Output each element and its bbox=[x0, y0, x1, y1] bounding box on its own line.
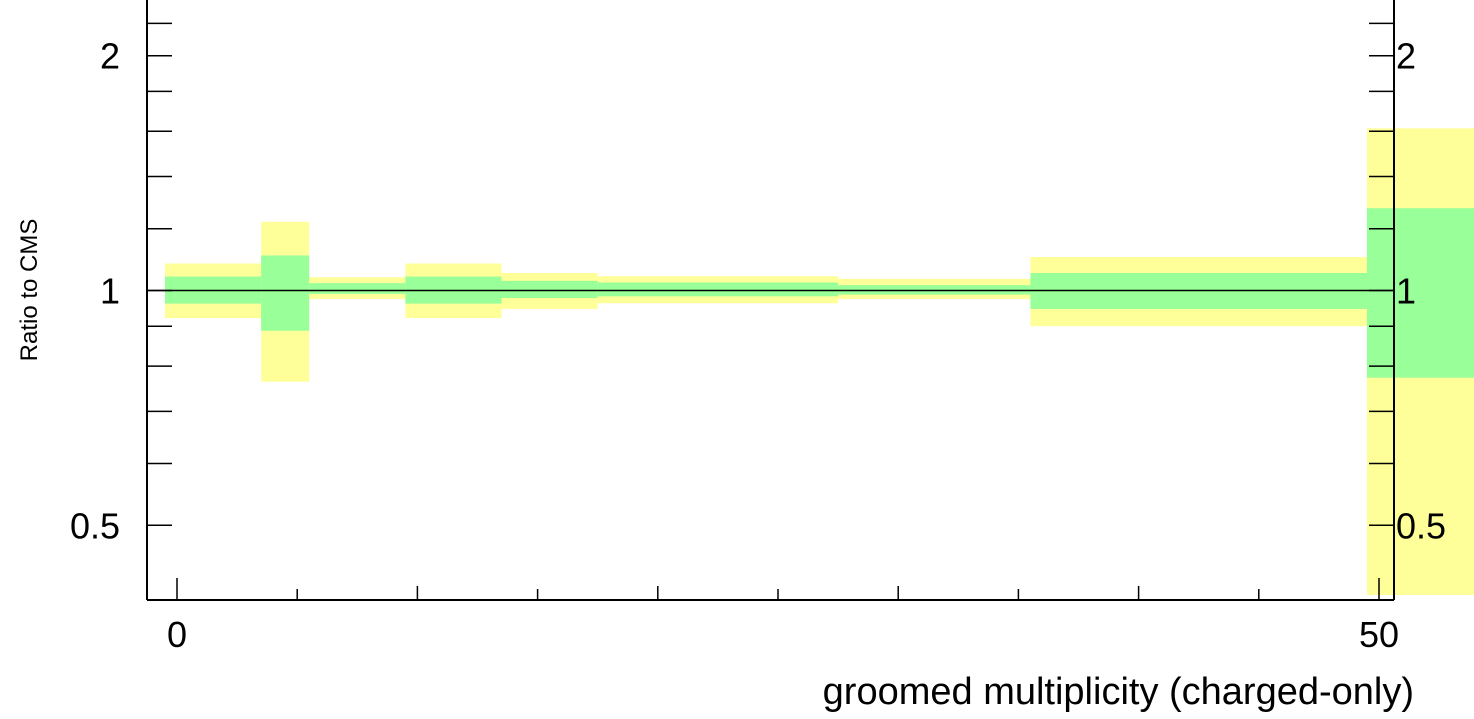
inner-band-bin-1 bbox=[261, 255, 310, 331]
inner-band-bin-5 bbox=[597, 282, 839, 297]
y-tick-label-left-1: 1 bbox=[100, 271, 120, 312]
y-axis-title: Ratio to CMS bbox=[16, 219, 43, 362]
y-tick-label-right-0.5: 0.5 bbox=[1396, 505, 1446, 546]
x-tick-label-0: 0 bbox=[167, 614, 187, 655]
y-tick-label-right-1: 1 bbox=[1396, 271, 1416, 312]
y-tick-label-right-2: 2 bbox=[1396, 36, 1416, 77]
y-tick-label-left-2: 2 bbox=[100, 36, 120, 77]
inner-band-bin-8 bbox=[1366, 208, 1474, 378]
x-tick-label-50: 50 bbox=[1359, 614, 1399, 655]
axis-ticks bbox=[147, 22, 1394, 600]
inner-band-bin-4 bbox=[501, 280, 598, 299]
uncertainty-bands bbox=[164, 128, 1474, 596]
inner-band-bin-2 bbox=[309, 283, 406, 294]
x-axis-title: groomed multiplicity (charged-only) bbox=[823, 671, 1414, 713]
y-tick-label-left-0.5: 0.5 bbox=[70, 505, 120, 546]
